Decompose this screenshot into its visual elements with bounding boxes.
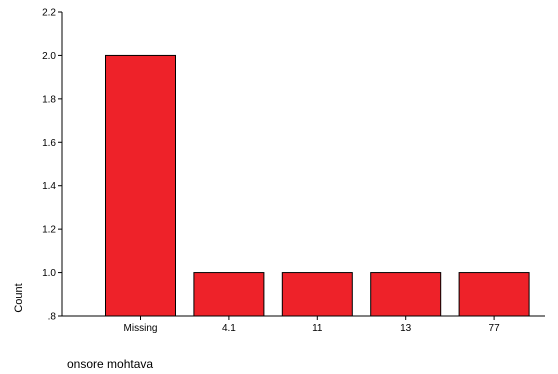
y-axis-title: Count — [13, 283, 25, 312]
x-tick-label: Missing — [124, 323, 158, 334]
y-tick-label: 2.2 — [42, 8, 56, 19]
x-tick-label: 4.1 — [222, 323, 236, 334]
bar-77 — [458, 272, 530, 317]
bar-11 — [281, 272, 353, 317]
y-axis-ticks: .8 1.0 1.2 1.4 1.6 1.8 2.0 2.2 — [42, 8, 62, 323]
x-tick-label: 77 — [489, 323, 501, 334]
y-tick-label: 1.4 — [42, 181, 56, 192]
y-tick-label: 1.6 — [42, 138, 56, 149]
y-tick-label: 2.0 — [42, 51, 56, 62]
x-axis-title: onsore mohtava — [67, 357, 154, 371]
bar-13 — [370, 272, 442, 317]
bar-4-1 — [193, 272, 265, 317]
y-tick-label: 1.8 — [42, 94, 56, 105]
y-tick-label: 1.2 — [42, 225, 56, 236]
x-tick-label: 11 — [312, 323, 323, 334]
x-tick-label: 13 — [400, 323, 412, 334]
bars — [105, 54, 530, 317]
x-axis-ticks: Missing 4.1 11 13 77 — [124, 316, 501, 334]
y-tick-label: 1.0 — [42, 268, 56, 279]
bar-missing — [105, 54, 176, 317]
y-tick-label: .8 — [48, 312, 57, 323]
